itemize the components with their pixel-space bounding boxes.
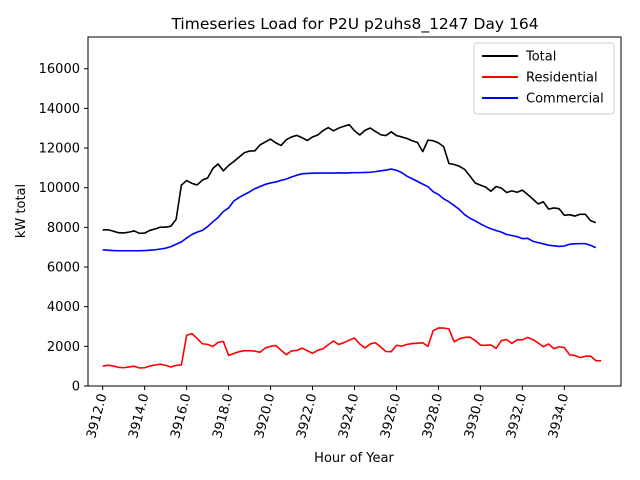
plot-area-frame: [87, 36, 622, 387]
y-tick-label: 6000: [47, 261, 80, 276]
legend-box: [473, 42, 615, 115]
y-tick-label: 2000: [47, 340, 80, 355]
plot-lines: [102, 123, 602, 369]
x-axis-label: Hour of Year: [314, 451, 394, 466]
y-tick-label: 12000: [39, 142, 80, 157]
y-axis-label: kW total: [14, 184, 29, 238]
y-tick-label: 16000: [39, 62, 80, 77]
chart-title: Timeseries Load for P2U p2uhs8_1247 Day …: [170, 15, 538, 34]
y-tick-label: 0: [72, 380, 80, 395]
y-tick-label: 10000: [39, 181, 80, 196]
y-tick-label: 8000: [47, 221, 80, 236]
y-axis-ticks: 0 2000 4000 6000 8000 10000 12000 14000 16000: [39, 62, 88, 395]
series-line-residential: [102, 327, 602, 369]
legend-label-commercial: Commercial: [526, 92, 604, 107]
y-tick-label: 14000: [39, 102, 80, 117]
series-line-commercial: [102, 168, 597, 252]
y-tick-label: 4000: [47, 300, 80, 315]
series-line-total: [102, 123, 597, 235]
legend-label-total: Total: [525, 50, 556, 65]
legend-label-residential: Residential: [526, 71, 598, 86]
legend: Total Residential Commercial: [473, 42, 615, 115]
